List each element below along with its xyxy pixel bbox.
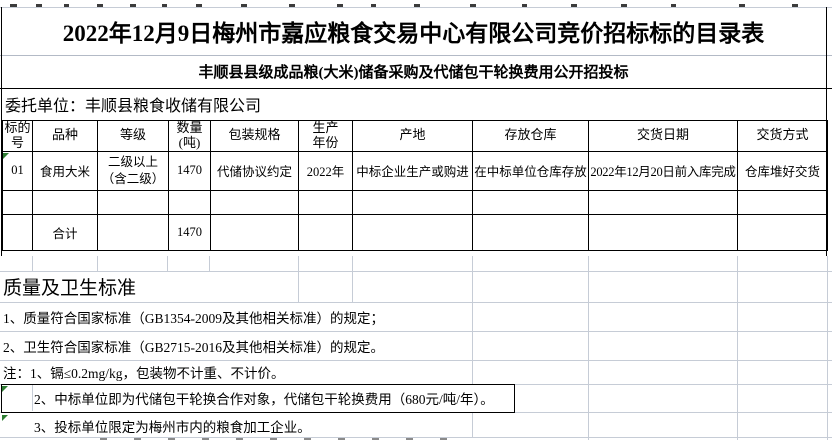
cell-warehouse[interactable]: 在中标单位仓库存放 — [472, 150, 589, 191]
error-flag-icon — [2, 386, 8, 392]
empty-cell[interactable] — [32, 189, 98, 215]
standards-item-1[interactable]: 1、质量符合国家标准（GB1354-2009及其他相关标准）的规定； — [3, 310, 384, 326]
empty-cell[interactable] — [210, 213, 299, 251]
table-row-empty — [2, 189, 828, 215]
cell-variety[interactable]: 食用大米 — [32, 150, 98, 191]
col-header-quantity[interactable]: 数量 (吨) — [168, 120, 211, 152]
note-line-2[interactable]: 2、中标单位即为代储包干轮换合作对象，代储包干轮换费用（680元/吨/年）。 — [34, 392, 494, 407]
bid-lot-table: 标的 号 品种 等级 数量 (吨) 包装规格 生产 年份 产地 存放仓库 交货日… — [2, 120, 828, 251]
cell-grade[interactable]: 二级以上 （含二级） — [97, 150, 169, 191]
empty-cell[interactable] — [588, 189, 738, 215]
error-flag-icon — [2, 415, 8, 421]
cell-delivery-date[interactable]: 2022年12月20日前入库完成 — [588, 150, 738, 191]
total-label-cell[interactable]: 合计 — [32, 213, 98, 251]
col-header-packing[interactable]: 包装规格 — [210, 120, 299, 152]
col-header-delivery-date[interactable]: 交货日期 — [588, 120, 738, 152]
empty-cell[interactable] — [2, 213, 33, 251]
empty-cell[interactable] — [298, 189, 353, 215]
col-header-year[interactable]: 生产 年份 — [298, 120, 353, 152]
table-header-row: 标的 号 品种 等级 数量 (吨) 包装规格 生产 年份 产地 存放仓库 交货日… — [2, 120, 828, 152]
col-header-delivery-method[interactable]: 交货方式 — [737, 120, 828, 152]
empty-cell[interactable] — [298, 213, 353, 251]
empty-cell[interactable] — [737, 213, 828, 251]
empty-cell[interactable] — [2, 189, 33, 215]
col-header-variety[interactable]: 品种 — [32, 120, 98, 152]
empty-cell[interactable] — [97, 189, 169, 215]
cell-packing[interactable]: 代储协议约定 — [210, 150, 299, 191]
table-row-total: 合计 1470 — [2, 213, 828, 251]
cell-year[interactable]: 2022年 — [298, 150, 353, 191]
note-line-3[interactable]: 3、投标单位限定为梅州市内的粮食加工企业。 — [34, 420, 311, 435]
standards-item-2[interactable]: 2、卫生符合国家标准（GB2715-2016及其他相关标准）的规定。 — [3, 339, 384, 355]
empty-cell[interactable] — [472, 189, 589, 215]
page-subtitle[interactable]: 丰顺县县级成品粮(大米)储备采购及代储包干轮换费用公开招投标 — [198, 65, 629, 81]
empty-cell[interactable] — [588, 213, 738, 251]
col-header-lot-no[interactable]: 标的 号 — [2, 120, 33, 152]
empty-cell[interactable] — [352, 189, 473, 215]
error-flag-icon — [3, 153, 9, 159]
table-row: 01 食用大米 二级以上 （含二级） 1470 代储协议约定 2022年 中标企… — [2, 150, 828, 191]
empty-cell[interactable] — [737, 189, 828, 215]
standards-title[interactable]: 质量及卫生标准 — [3, 278, 137, 299]
note-line-1[interactable]: 注：1、镉≤0.2mg/kg，包装物不计重、不计价。 — [3, 366, 285, 381]
cell-delivery-method[interactable]: 仓库堆好交货 — [737, 150, 828, 191]
empty-cell[interactable] — [472, 213, 589, 251]
empty-cell[interactable] — [352, 213, 473, 251]
empty-cell[interactable] — [97, 213, 169, 251]
cell-origin[interactable]: 中标企业生产或购进 — [352, 150, 473, 191]
col-header-grade[interactable]: 等级 — [97, 120, 169, 152]
total-quantity-cell[interactable]: 1470 — [168, 213, 211, 251]
col-header-warehouse[interactable]: 存放仓库 — [472, 120, 589, 152]
empty-cell[interactable] — [168, 189, 211, 215]
client-line[interactable]: 委托单位：丰顺县粮食收储有限公司 — [5, 98, 262, 115]
page-title[interactable]: 2022年12月9日梅州市嘉应粮食交易中心有限公司竞价招标标的目录表 — [62, 21, 765, 46]
empty-cell[interactable] — [210, 189, 299, 215]
col-header-origin[interactable]: 产地 — [352, 120, 473, 152]
cell-quantity[interactable]: 1470 — [168, 150, 211, 191]
